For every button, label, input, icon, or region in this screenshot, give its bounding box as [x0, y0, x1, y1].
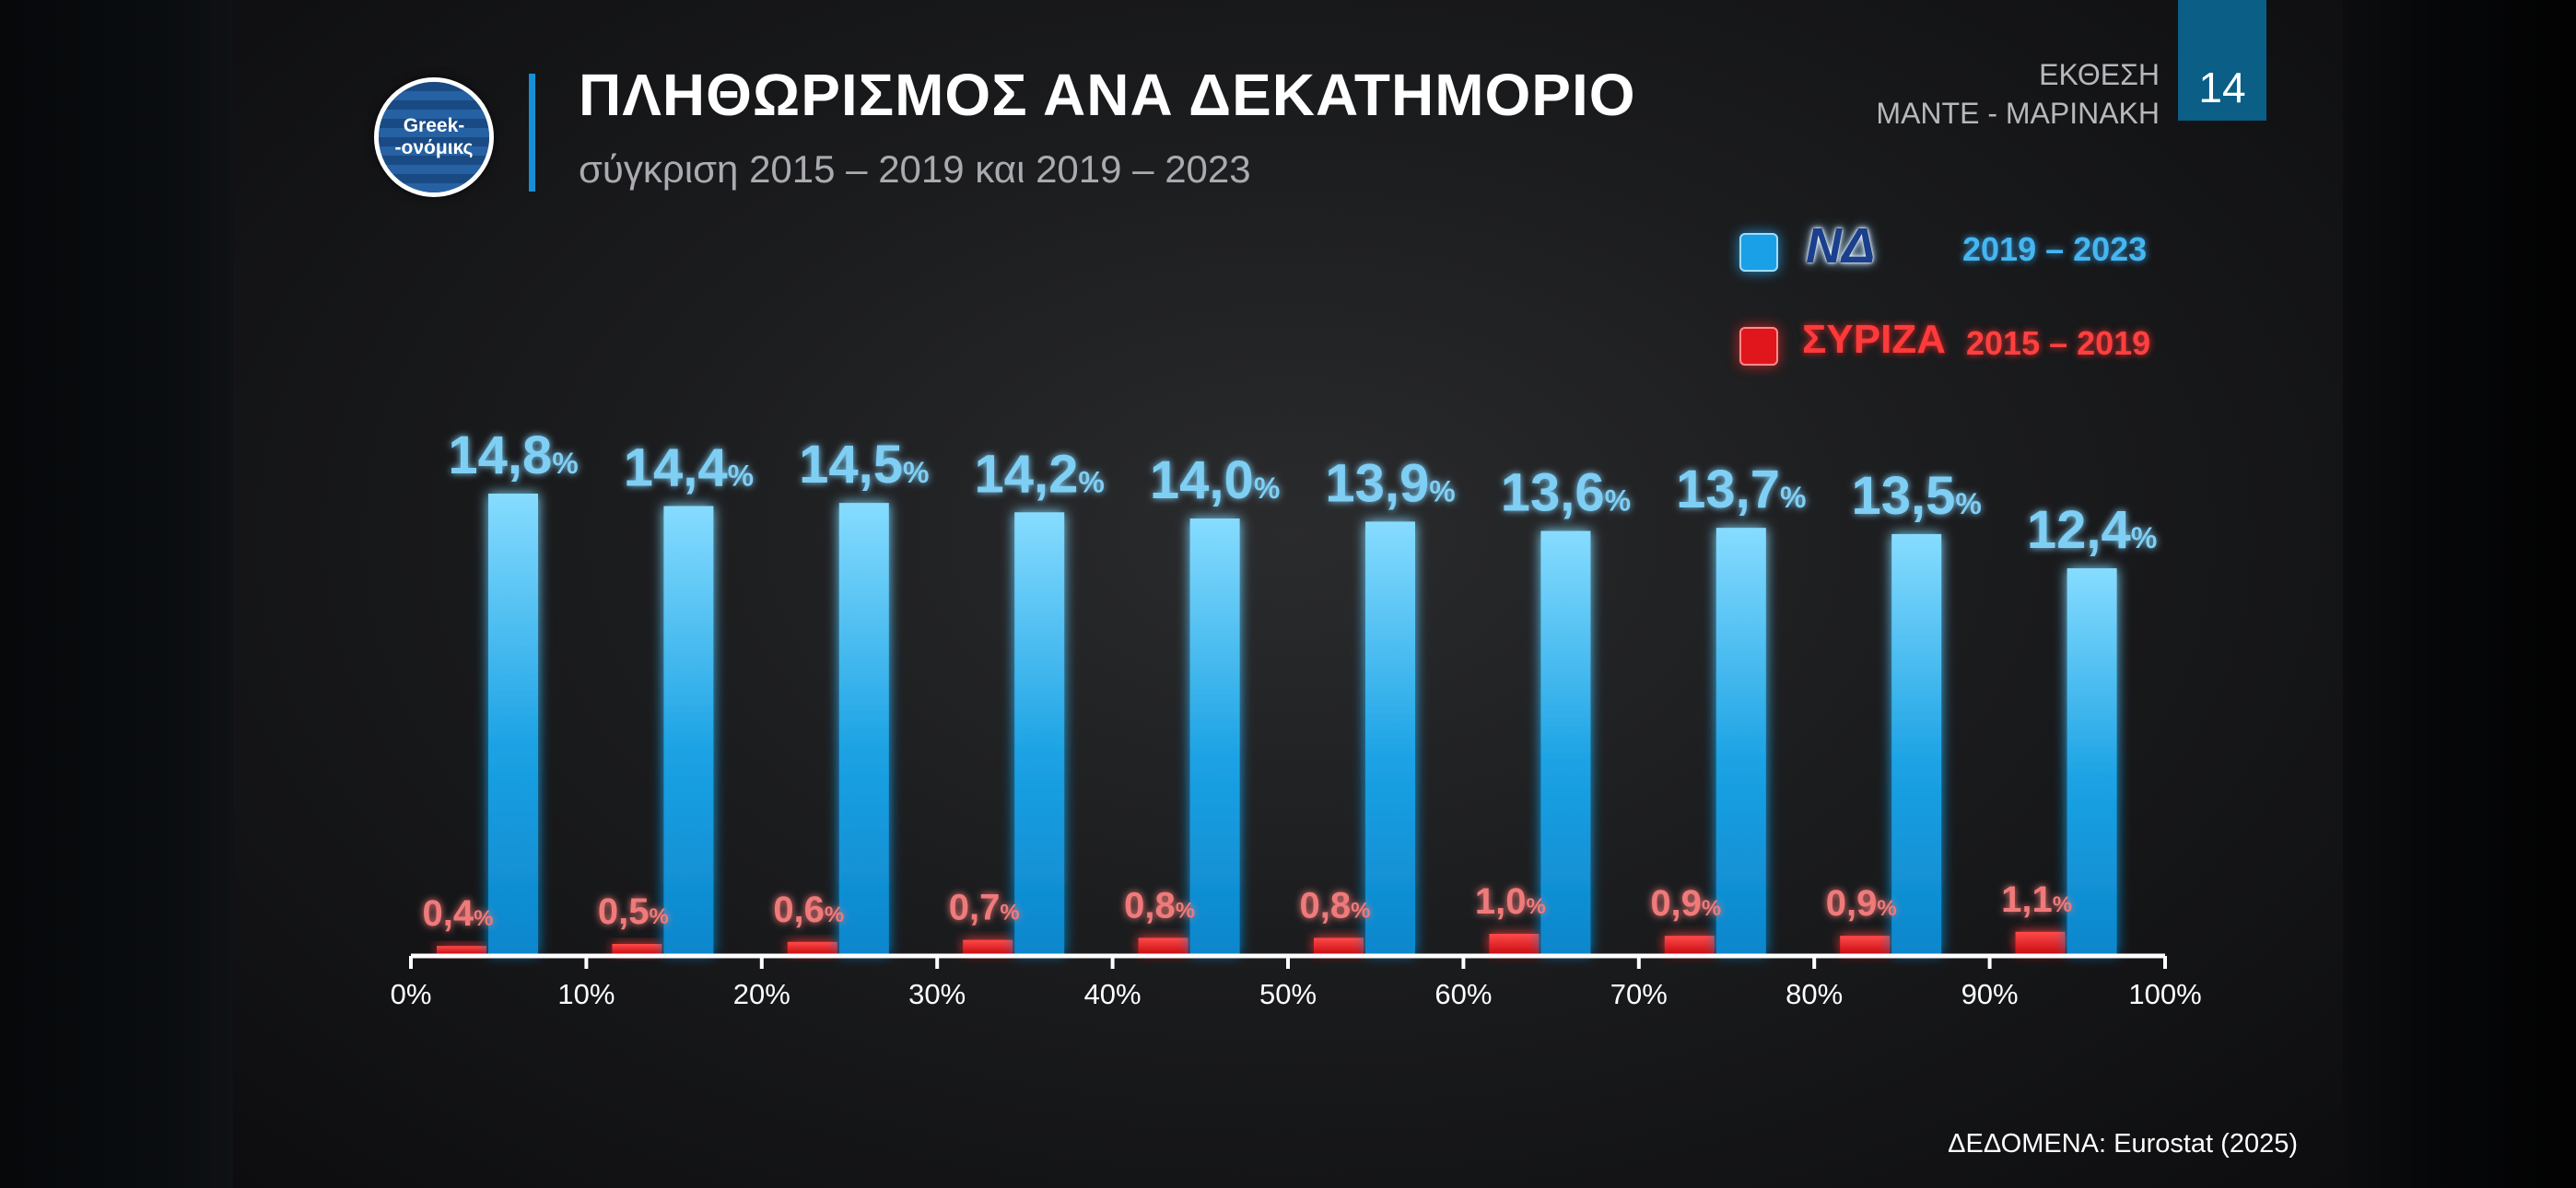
data-source: ΔΕΔΟΜΕΝΑ: Eurostat (2025) [1948, 1129, 2298, 1159]
x-tick-label-5: 50% [1259, 978, 1317, 1010]
nd-value-label-4: 14,0% [1150, 450, 1280, 510]
legend-years-syriza: 2015 – 2019 [1966, 324, 2151, 362]
syriza-value-label-7: 0,9% [1650, 883, 1721, 924]
legend-years-nd: 2019 – 2023 [1962, 230, 2148, 268]
x-tick-label-2: 20% [733, 978, 790, 1010]
nd-value-label-1: 14,4% [624, 438, 754, 498]
syriza-value-label-0: 0,4% [423, 893, 494, 934]
syriza-bar-2 [787, 941, 837, 954]
nd-value-label-6: 13,6% [1501, 463, 1631, 523]
syriza-bar-7 [1664, 936, 1715, 954]
nd-value-label-7: 13,7% [1676, 460, 1806, 519]
syriza-value-label-3: 0,7% [949, 888, 1020, 928]
syriza-bar-4 [1138, 938, 1188, 954]
nd-bar-0 [488, 494, 538, 954]
nd-value-label-9: 12,4% [2027, 500, 2157, 560]
x-tick-label-4: 40% [1084, 978, 1142, 1010]
syriza-value-label-8: 0,9% [1826, 883, 1897, 924]
syriza-bar-0 [437, 946, 486, 954]
greekonomics-logo: Greek- -ονόμικς [374, 77, 494, 197]
x-tick-label-3: 30% [908, 978, 966, 1010]
nd-bar-6 [1540, 530, 1591, 954]
legend-party-nd: ΝΔ [1806, 218, 1876, 274]
syriza-bar-1 [612, 944, 662, 954]
syriza-value-label-5: 0,8% [1300, 885, 1371, 926]
slide-background [233, 0, 2343, 1188]
nd-value-label-8: 13,5% [1852, 466, 1982, 526]
left-margin [0, 0, 233, 1188]
x-tick-label-9: 90% [1961, 978, 2019, 1010]
report-line-1: ΕΚΘΕΣΗ [2039, 58, 2160, 91]
report-label: ΕΚΘΕΣΗ ΜΑΝΤΕ - ΜΑΡΙΝΑΚΗ [1876, 55, 2160, 133]
syriza-bar-5 [1314, 938, 1364, 954]
syriza-value-label-1: 0,5% [598, 891, 669, 932]
nd-bar-8 [1891, 533, 1942, 954]
title-accent-bar [529, 74, 535, 192]
page-number: 14 [2178, 0, 2266, 121]
x-tick-label-6: 60% [1434, 978, 1492, 1010]
nd-bar-7 [1715, 528, 1766, 954]
legend-swatch-syriza [1739, 327, 1778, 366]
nd-bar-9 [2067, 568, 2117, 954]
legend-party-syriza: ΣΥΡΙΖΑ [1802, 317, 1946, 362]
syriza-bar-3 [963, 939, 1013, 954]
nd-value-label-0: 14,8% [448, 425, 578, 485]
nd-bar-2 [838, 503, 889, 954]
x-tick-label-10: 100% [2128, 978, 2201, 1010]
legend-swatch-nd [1739, 233, 1778, 272]
logo-line-1: Greek- [403, 115, 465, 136]
nd-bar-4 [1189, 518, 1240, 954]
syriza-value-label-9: 1,1% [2001, 879, 2072, 920]
x-tick-label-7: 70% [1610, 978, 1668, 1010]
nd-bar-3 [1014, 512, 1065, 954]
flag-stripes [379, 82, 489, 192]
nd-value-label-2: 14,5% [799, 435, 929, 495]
x-tick-label-0: 0% [391, 978, 432, 1010]
nd-bar-1 [663, 506, 714, 954]
right-margin [2343, 0, 2576, 1188]
syriza-bar-9 [2015, 931, 2066, 954]
syriza-value-label-2: 0,6% [773, 890, 844, 930]
x-tick-label-8: 80% [1786, 978, 1843, 1010]
x-tick-label-1: 10% [557, 978, 615, 1010]
logo-line-2: -ονόμικς [394, 137, 474, 158]
page-title: ΠΛΗΘΩΡΙΣΜΟΣ ΑΝΑ ΔΕΚΑΤΗΜΟΡΙΟ [579, 62, 1636, 128]
page-subtitle: σύγκριση 2015 – 2019 και 2019 – 2023 [579, 147, 1251, 191]
nd-value-label-5: 13,9% [1325, 453, 1455, 513]
nd-value-label-3: 14,2% [975, 444, 1105, 504]
nd-bar-5 [1365, 521, 1415, 954]
report-line-2: ΜΑΝΤΕ - ΜΑΡΙΝΑΚΗ [1876, 97, 2160, 130]
syriza-bar-6 [1489, 934, 1540, 954]
syriza-bar-8 [1840, 936, 1891, 954]
syriza-value-label-6: 1,0% [1475, 881, 1546, 922]
syriza-value-label-4: 0,8% [1124, 885, 1195, 926]
